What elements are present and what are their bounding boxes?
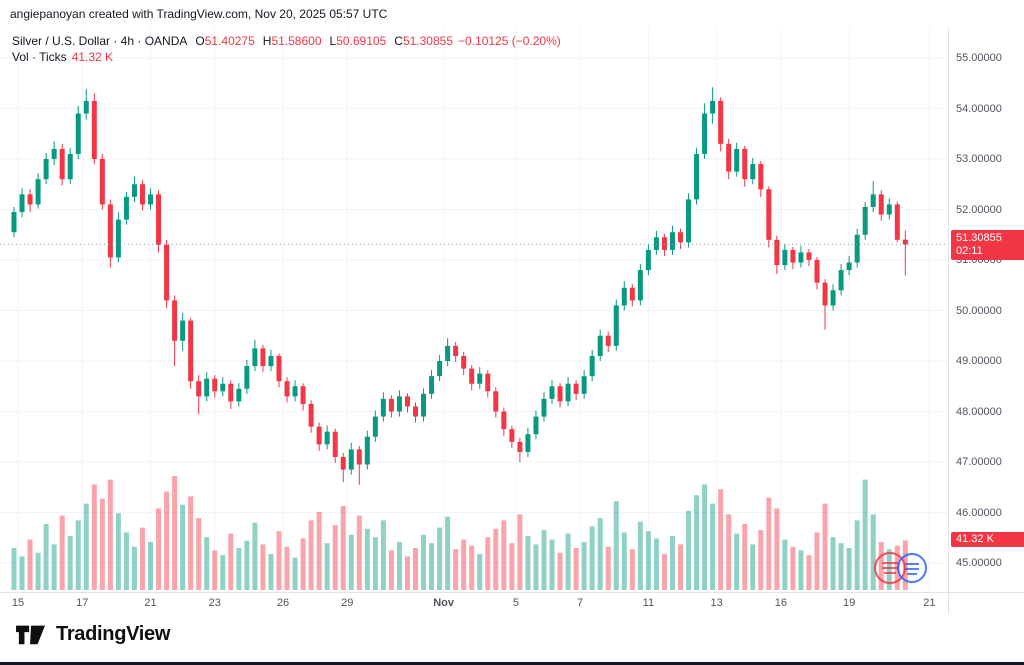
stamp-icon: [874, 552, 927, 584]
time-axis-label: 7: [577, 597, 584, 609]
volume-current-value: 41.32 K: [71, 50, 114, 64]
symbol-title[interactable]: Silver / U.S. Dollar · 4h · OANDA: [12, 34, 188, 48]
stamp-icons: [872, 548, 932, 588]
legend-volume-row: Vol · Ticks 41.32 K: [12, 49, 561, 65]
time-axis-label: 29: [341, 597, 354, 609]
time-axis-label: 19: [842, 597, 856, 609]
price-axis-label: 48.00000: [956, 405, 1002, 418]
bottom-divider: [0, 662, 1024, 665]
tradingview-logo-icon: [16, 625, 45, 645]
legend-symbol-row: Silver / U.S. Dollar · 4h · OANDA O51.40…: [12, 33, 561, 49]
time-axis-label: 21: [923, 597, 936, 609]
price-axis-label: 46.00000: [956, 506, 1002, 519]
time-axis-label: Nov: [433, 597, 454, 609]
time-axis-label: 15: [11, 597, 25, 609]
price-axis-label: 52.00000: [956, 203, 1002, 216]
footer-logo[interactable]: TradingView: [14, 620, 170, 648]
price-axis-label: 54.00000: [956, 102, 1002, 115]
time-axis-label: 21: [144, 597, 157, 609]
current-price-badge: 51.30855 02:11: [951, 230, 1024, 261]
time-axis-label: 5: [512, 597, 519, 609]
attribution-text: angiepanoyan created with TradingView.co…: [10, 7, 388, 21]
current-price-value: 51.30855: [956, 232, 1002, 245]
price-axis-label: 47.00000: [956, 456, 1002, 468]
open-value: O51.40275: [195, 34, 255, 48]
price-axis[interactable]: 55.0000054.0000053.0000052.0000051.00000…: [952, 0, 1024, 592]
chart-legend: Silver / U.S. Dollar · 4h · OANDA O51.40…: [12, 33, 561, 65]
price-axis-label: 55.00000: [956, 52, 1002, 64]
time-axis-label: 26: [276, 597, 290, 609]
time-axis-label: 11: [642, 597, 655, 609]
time-axis-label: 16: [774, 597, 787, 609]
brand-name: TradingView: [56, 622, 171, 645]
time-axis-label: 23: [208, 597, 221, 609]
volume-badge: 41.32 K: [951, 532, 1024, 548]
price-axis-label: 53.00000: [956, 153, 1002, 165]
bar-countdown: 02:11: [956, 245, 983, 258]
high-value: H51.58600: [262, 34, 322, 48]
close-value: C51.30855: [394, 34, 453, 48]
change-value: −0.10125 (−0.20%): [458, 34, 561, 48]
price-axis-label: 49.00000: [956, 355, 1002, 367]
volume-indicator-title[interactable]: Vol · Ticks: [12, 50, 67, 64]
time-axis-label: 13: [710, 597, 723, 609]
time-axis-label: 17: [76, 597, 89, 609]
price-axis-label: 50.00000: [956, 304, 1002, 317]
time-axis[interactable]: 15 17 21 23 26 29 Nov 5 7 11 13 16 19 21: [0, 594, 948, 614]
price-axis-label: 45.00000: [956, 557, 1002, 569]
low-value: L50.69105: [329, 34, 387, 48]
